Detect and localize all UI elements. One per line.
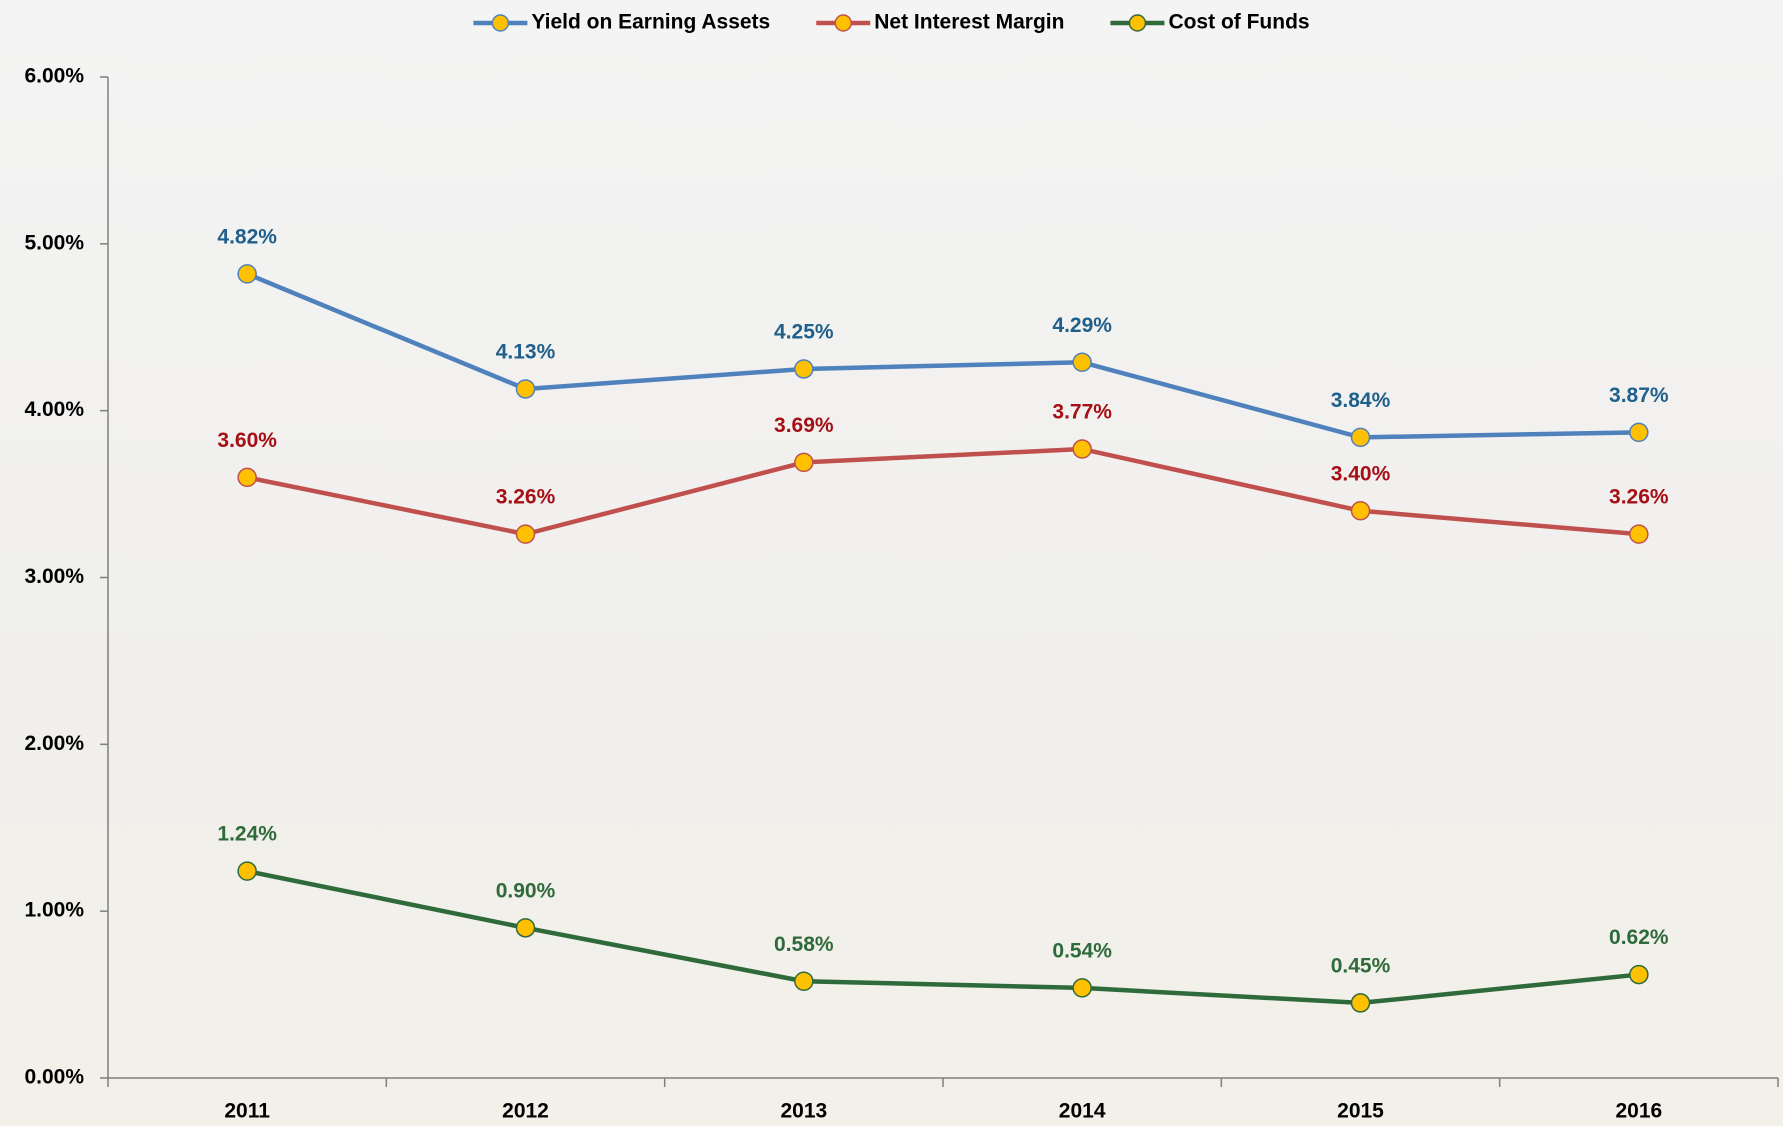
data-label: 3.87% bbox=[1609, 384, 1669, 407]
point-marker bbox=[1073, 979, 1091, 997]
legend-marker bbox=[835, 15, 851, 31]
data-label: 4.29% bbox=[1052, 314, 1112, 337]
x-tick-label: 2015 bbox=[1337, 1100, 1384, 1123]
data-label: 3.77% bbox=[1052, 401, 1112, 424]
y-tick-label: 4.00% bbox=[24, 398, 84, 421]
data-label: 3.84% bbox=[1331, 389, 1391, 412]
data-label: 0.90% bbox=[496, 879, 556, 902]
data-label: 3.60% bbox=[217, 429, 277, 452]
data-label: 4.82% bbox=[217, 225, 277, 248]
data-label: 1.24% bbox=[217, 823, 277, 846]
point-marker bbox=[238, 265, 256, 283]
data-label: 3.40% bbox=[1331, 462, 1391, 485]
data-label: 4.13% bbox=[496, 341, 556, 364]
x-tick-label: 2014 bbox=[1059, 1100, 1106, 1123]
data-label: 0.54% bbox=[1052, 939, 1112, 962]
data-label: 0.45% bbox=[1331, 954, 1391, 977]
series-line bbox=[247, 449, 1639, 534]
page: 0.00% 1.00% 2.00% 3.00% 4.00% 5.00% 6.00% 2011 2… bbox=[0, 0, 1783, 1126]
legend-marker bbox=[492, 15, 508, 31]
point-marker bbox=[1352, 428, 1370, 446]
point-marker bbox=[238, 468, 256, 486]
chart: 0.00% 1.00% 2.00% 3.00% 4.00% 5.00% 6.00% 2011 2… bbox=[0, 0, 1783, 1126]
y-tick-label: 5.00% bbox=[24, 231, 84, 254]
x-tick-label: 2016 bbox=[1615, 1100, 1662, 1123]
data-label: 3.69% bbox=[774, 414, 834, 437]
point-marker bbox=[517, 525, 535, 543]
legend-marker bbox=[1129, 15, 1145, 31]
y-tick-label: 2.00% bbox=[24, 732, 84, 755]
point-marker bbox=[517, 380, 535, 398]
point-marker bbox=[1073, 353, 1091, 371]
point-marker bbox=[795, 360, 813, 378]
series-line bbox=[247, 274, 1639, 437]
data-label: 0.58% bbox=[774, 933, 834, 956]
point-marker bbox=[1073, 440, 1091, 458]
legend-label: Cost of Funds bbox=[1168, 11, 1309, 34]
data-label: 3.26% bbox=[496, 486, 556, 509]
y-tick-label: 3.00% bbox=[24, 565, 84, 588]
point-marker bbox=[795, 972, 813, 990]
y-tick-label: 0.00% bbox=[24, 1066, 84, 1089]
legend-label: Yield on Earning Assets bbox=[531, 11, 770, 34]
series-line bbox=[247, 871, 1639, 1003]
data-label: 3.26% bbox=[1609, 486, 1669, 509]
legend-label: Net Interest Margin bbox=[874, 11, 1064, 34]
point-marker bbox=[1630, 966, 1648, 984]
x-tick-label: 2011 bbox=[224, 1100, 270, 1123]
data-label: 4.25% bbox=[774, 321, 834, 344]
x-tick-label: 2012 bbox=[502, 1100, 549, 1123]
point-marker bbox=[1352, 502, 1370, 520]
point-marker bbox=[517, 919, 535, 937]
point-marker bbox=[1352, 994, 1370, 1012]
y-tick-label: 1.00% bbox=[24, 899, 84, 922]
data-label: 0.62% bbox=[1609, 926, 1669, 949]
y-tick-label: 6.00% bbox=[24, 65, 84, 88]
point-marker bbox=[1630, 525, 1648, 543]
point-marker bbox=[795, 453, 813, 471]
point-marker bbox=[238, 862, 256, 880]
x-tick-label: 2013 bbox=[780, 1100, 827, 1123]
point-marker bbox=[1630, 423, 1648, 441]
